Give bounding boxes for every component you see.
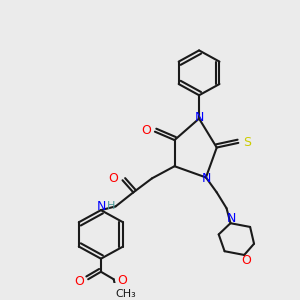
Text: O: O (74, 274, 84, 288)
Text: O: O (118, 274, 128, 287)
Text: O: O (241, 254, 251, 267)
Text: O: O (109, 172, 118, 185)
Text: N: N (202, 172, 212, 185)
Text: N: N (194, 111, 204, 124)
Text: O: O (141, 124, 151, 137)
Text: S: S (243, 136, 251, 149)
Text: H: H (106, 201, 115, 212)
Text: N: N (227, 212, 236, 225)
Text: N: N (97, 200, 106, 213)
Text: CH₃: CH₃ (115, 289, 136, 299)
